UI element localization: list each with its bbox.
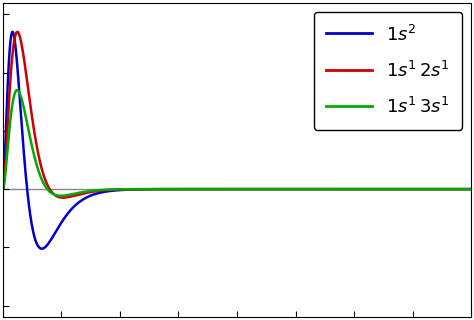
$1s^{2}$ xyxy=(0,187,6,191)
$1s^{2}$ xyxy=(201,187,206,191)
$1s^{1}\,2s^{1}$ xyxy=(431,187,437,191)
$1s^{1}\,2s^{1}$ xyxy=(60,196,66,200)
$1s^{2}$ xyxy=(340,187,346,191)
$1s^{2}$ xyxy=(9,30,15,34)
$1s^{1}\,3s^{1}$ xyxy=(340,187,346,191)
$1s^{2}$ xyxy=(468,187,474,191)
$1s^{1}\,3s^{1}$ xyxy=(197,187,203,191)
$1s^{1}\,2s^{1}$ xyxy=(15,30,20,34)
Line: $1s^{1}\,3s^{1}$: $1s^{1}\,3s^{1}$ xyxy=(3,90,471,196)
$1s^{1}\,3s^{1}$ xyxy=(58,194,64,198)
$1s^{1}\,2s^{1}$ xyxy=(468,187,474,191)
$1s^{1}\,3s^{1}$ xyxy=(431,187,437,191)
$1s^{2}$ xyxy=(197,187,203,191)
$1s^{1}\,2s^{1}$ xyxy=(454,187,460,191)
$1s^{1}\,2s^{1}$ xyxy=(201,187,206,191)
$1s^{1}\,2s^{1}$ xyxy=(197,187,203,191)
$1s^{1}\,2s^{1}$ xyxy=(223,187,228,191)
$1s^{2}$ xyxy=(454,187,460,191)
Line: $1s^{2}$: $1s^{2}$ xyxy=(3,32,471,249)
$1s^{1}\,3s^{1}$ xyxy=(14,88,20,92)
Legend: $1s^{2}$, $1s^{1}\,2s^{1}$, $1s^{1}\,3s^{1}$: $1s^{2}$, $1s^{1}\,2s^{1}$, $1s^{1}\,3s^… xyxy=(314,12,462,130)
$1s^{1}\,2s^{1}$ xyxy=(340,187,346,191)
$1s^{1}\,3s^{1}$ xyxy=(468,187,474,191)
$1s^{1}\,3s^{1}$ xyxy=(454,187,460,191)
$1s^{1}\,3s^{1}$ xyxy=(223,187,228,191)
$1s^{1}\,2s^{1}$ xyxy=(0,187,6,191)
$1s^{2}$ xyxy=(39,247,45,251)
$1s^{1}\,3s^{1}$ xyxy=(201,187,206,191)
$1s^{1}\,3s^{1}$ xyxy=(0,187,6,191)
$1s^{2}$ xyxy=(431,187,437,191)
$1s^{2}$ xyxy=(223,187,228,191)
Line: $1s^{1}\,2s^{1}$: $1s^{1}\,2s^{1}$ xyxy=(3,32,471,198)
